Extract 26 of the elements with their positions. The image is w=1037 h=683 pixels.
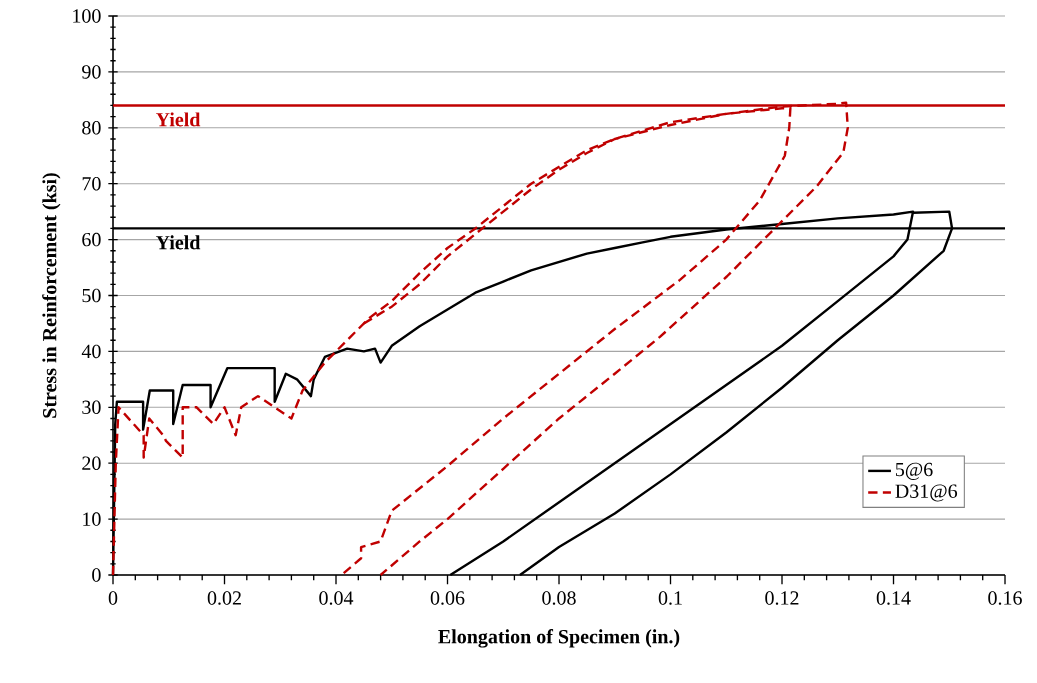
x-tick-label: 0.02 xyxy=(207,591,241,605)
y-tick-label: 10 xyxy=(83,512,101,526)
y-tick-label: 100 xyxy=(73,9,101,23)
x-tick-label: 0.06 xyxy=(430,591,465,605)
y-tick-label: 0 xyxy=(92,568,101,582)
x-axis-title: Elongation of Specimen (in.) xyxy=(438,629,680,648)
x-tick-label: 0.14 xyxy=(876,591,911,605)
y-tick-label: 30 xyxy=(82,400,101,415)
y-tick-label: 70 xyxy=(82,176,101,191)
x-tick-label: 0 xyxy=(108,591,118,605)
x-tick-label: 0.16 xyxy=(988,591,1022,605)
y-tick-label: 40 xyxy=(81,344,101,359)
y-tick-label: 50 xyxy=(82,288,101,303)
x-tick-label: 0.12 xyxy=(765,591,799,605)
y-tick-label: 20 xyxy=(82,456,101,470)
x-tick-label: 0.1 xyxy=(658,591,682,605)
ref-line-label: Yield xyxy=(155,112,201,127)
x-tick-label: 0.08 xyxy=(542,591,576,605)
y-tick-label: 90 xyxy=(82,65,101,79)
y-axis-title: Stress in Reinforcement (ksi) xyxy=(42,173,61,418)
x-tick-label: 0.04 xyxy=(319,591,354,605)
ref-line-label: Yield xyxy=(155,235,201,250)
y-tick-label: 60 xyxy=(82,232,101,247)
legend-label: 5@6 xyxy=(895,462,933,480)
y-tick-label: 80 xyxy=(82,121,101,135)
legend-label: D31@6 xyxy=(895,484,958,502)
